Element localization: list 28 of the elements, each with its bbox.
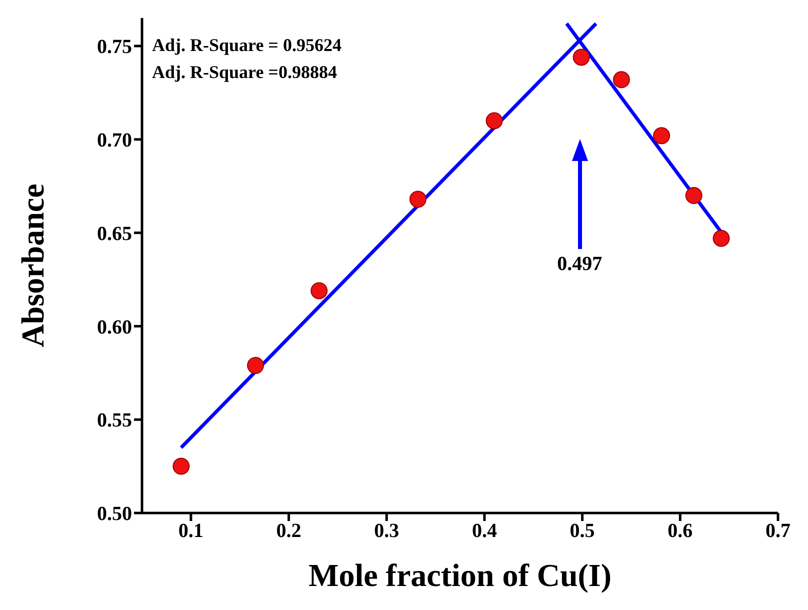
y-tick-label: 0.75 <box>97 36 132 58</box>
y-tick-label: 0.70 <box>97 130 132 152</box>
annotation: Adj. R-Square =0.98884 <box>152 61 338 84</box>
y-tick-label: 0.55 <box>97 410 132 432</box>
x-tick-label: 0.4 <box>472 520 497 542</box>
point <box>409 190 426 208</box>
y-tick-label: 0.60 <box>97 316 132 338</box>
annotation: Adj. R-Square = 0.95624 <box>152 34 342 57</box>
x-tick-label: 0.6 <box>668 520 693 542</box>
x-axis-title: Mole fraction of Cu(I) <box>308 557 612 593</box>
point <box>486 112 503 130</box>
point <box>310 282 328 300</box>
point <box>247 356 264 374</box>
x-tick-label: 0.2 <box>276 520 302 542</box>
y-tick-label: 0.50 <box>97 503 132 526</box>
point <box>685 186 702 204</box>
x-tick-label: 0.1 <box>178 520 204 542</box>
point <box>172 458 190 475</box>
x-tick-label: 0.7 <box>766 520 790 542</box>
point <box>653 127 670 144</box>
annotation: 0.497 <box>556 253 604 276</box>
y-axis-title: Absorbance <box>14 184 50 348</box>
y-tick-label: 0.65 <box>97 222 132 245</box>
x-tick-label: 0.5 <box>570 520 595 542</box>
point <box>572 48 590 66</box>
x-tick-label: 0.3 <box>374 520 400 542</box>
point <box>612 71 630 88</box>
point <box>712 230 730 247</box>
